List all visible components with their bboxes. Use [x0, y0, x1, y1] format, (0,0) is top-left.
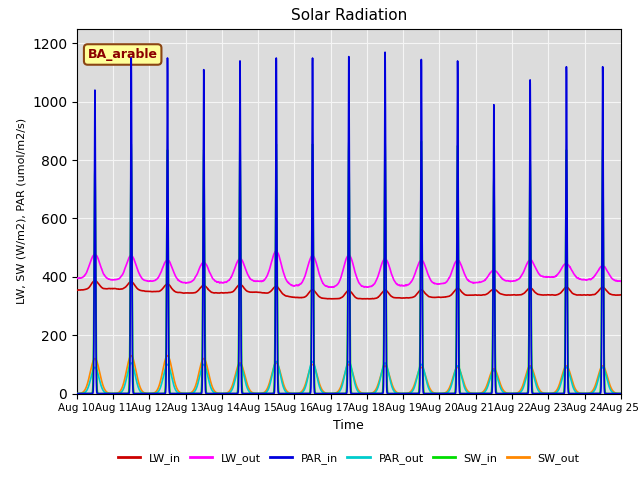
LW_in	[518, 292, 525, 298]
PAR_out	[420, 368, 428, 373]
PAR_in	[101, 391, 109, 396]
Y-axis label: LW, SW (W/m2), PAR (umol/m2/s): LW, SW (W/m2), PAR (umol/m2/s)	[17, 118, 26, 304]
Line: PAR_in: PAR_in	[77, 52, 621, 394]
PAR_out	[482, 388, 490, 394]
PAR_in	[518, 391, 525, 396]
SW_out	[497, 381, 504, 387]
LW_out	[272, 248, 280, 254]
PAR_in	[617, 391, 625, 396]
SW_in	[482, 391, 490, 396]
SW_in	[617, 391, 625, 396]
PAR_in	[420, 391, 428, 396]
LW_out	[617, 278, 625, 284]
SW_out	[101, 387, 109, 393]
SW_out	[510, 391, 518, 396]
SW_out	[420, 369, 428, 374]
SW_out	[73, 391, 81, 396]
LW_in	[510, 292, 518, 298]
LW_in	[365, 296, 373, 302]
LW_out	[497, 274, 504, 279]
Line: LW_out: LW_out	[77, 251, 621, 287]
Line: SW_out: SW_out	[77, 356, 621, 394]
LW_out	[510, 278, 518, 284]
LW_in	[92, 277, 99, 283]
LW_in	[101, 286, 109, 291]
LW_in	[420, 289, 428, 295]
LW_in	[617, 292, 625, 298]
PAR_out	[273, 359, 280, 364]
LW_in	[73, 288, 81, 293]
Title: Solar Radiation: Solar Radiation	[291, 9, 407, 24]
PAR_in	[73, 391, 81, 396]
Line: LW_in: LW_in	[77, 280, 621, 299]
LW_out	[482, 276, 490, 282]
SW_in	[381, 137, 389, 143]
SW_in	[420, 390, 428, 396]
PAR_out	[73, 391, 81, 396]
X-axis label: Time: Time	[333, 419, 364, 432]
Line: SW_in: SW_in	[77, 140, 621, 394]
SW_in	[73, 391, 81, 396]
SW_out	[518, 385, 525, 391]
PAR_out	[101, 390, 109, 396]
PAR_out	[510, 391, 518, 396]
LW_out	[420, 261, 428, 266]
Legend: LW_in, LW_out, PAR_in, PAR_out, SW_in, SW_out: LW_in, LW_out, PAR_in, PAR_out, SW_in, S…	[113, 448, 584, 468]
LW_in	[497, 291, 504, 297]
LW_in	[482, 292, 490, 298]
SW_in	[497, 391, 504, 396]
PAR_in	[482, 391, 490, 396]
Text: BA_arable: BA_arable	[88, 48, 157, 61]
SW_in	[518, 391, 525, 396]
LW_out	[328, 284, 335, 290]
LW_out	[101, 274, 109, 279]
PAR_in	[510, 391, 518, 396]
LW_out	[73, 276, 81, 281]
LW_out	[518, 273, 525, 278]
PAR_in	[381, 49, 389, 55]
SW_in	[510, 391, 518, 396]
Line: PAR_out: PAR_out	[77, 361, 621, 394]
PAR_in	[497, 391, 504, 396]
PAR_out	[617, 391, 625, 396]
SW_out	[617, 391, 625, 396]
PAR_out	[518, 388, 525, 394]
PAR_out	[497, 384, 504, 390]
SW_in	[101, 391, 109, 396]
SW_out	[127, 353, 135, 359]
SW_out	[482, 385, 490, 391]
